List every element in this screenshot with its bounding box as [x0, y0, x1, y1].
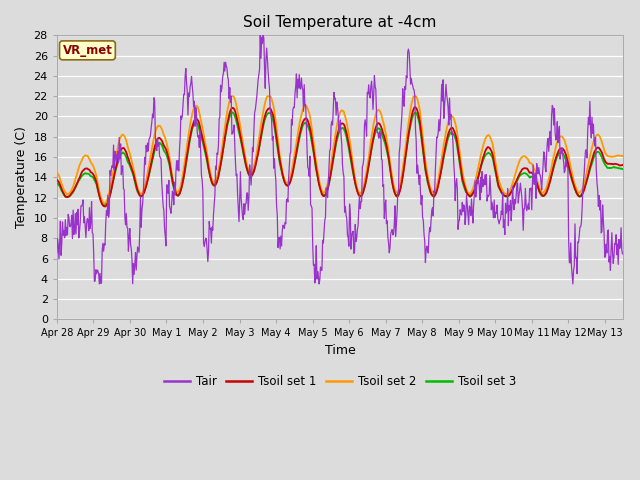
Legend: Tair, Tsoil set 1, Tsoil set 2, Tsoil set 3: Tair, Tsoil set 1, Tsoil set 2, Tsoil se…	[159, 371, 520, 393]
X-axis label: Time: Time	[324, 344, 355, 357]
Text: VR_met: VR_met	[63, 44, 113, 57]
Title: Soil Temperature at -4cm: Soil Temperature at -4cm	[243, 15, 436, 30]
Y-axis label: Temperature (C): Temperature (C)	[15, 126, 28, 228]
